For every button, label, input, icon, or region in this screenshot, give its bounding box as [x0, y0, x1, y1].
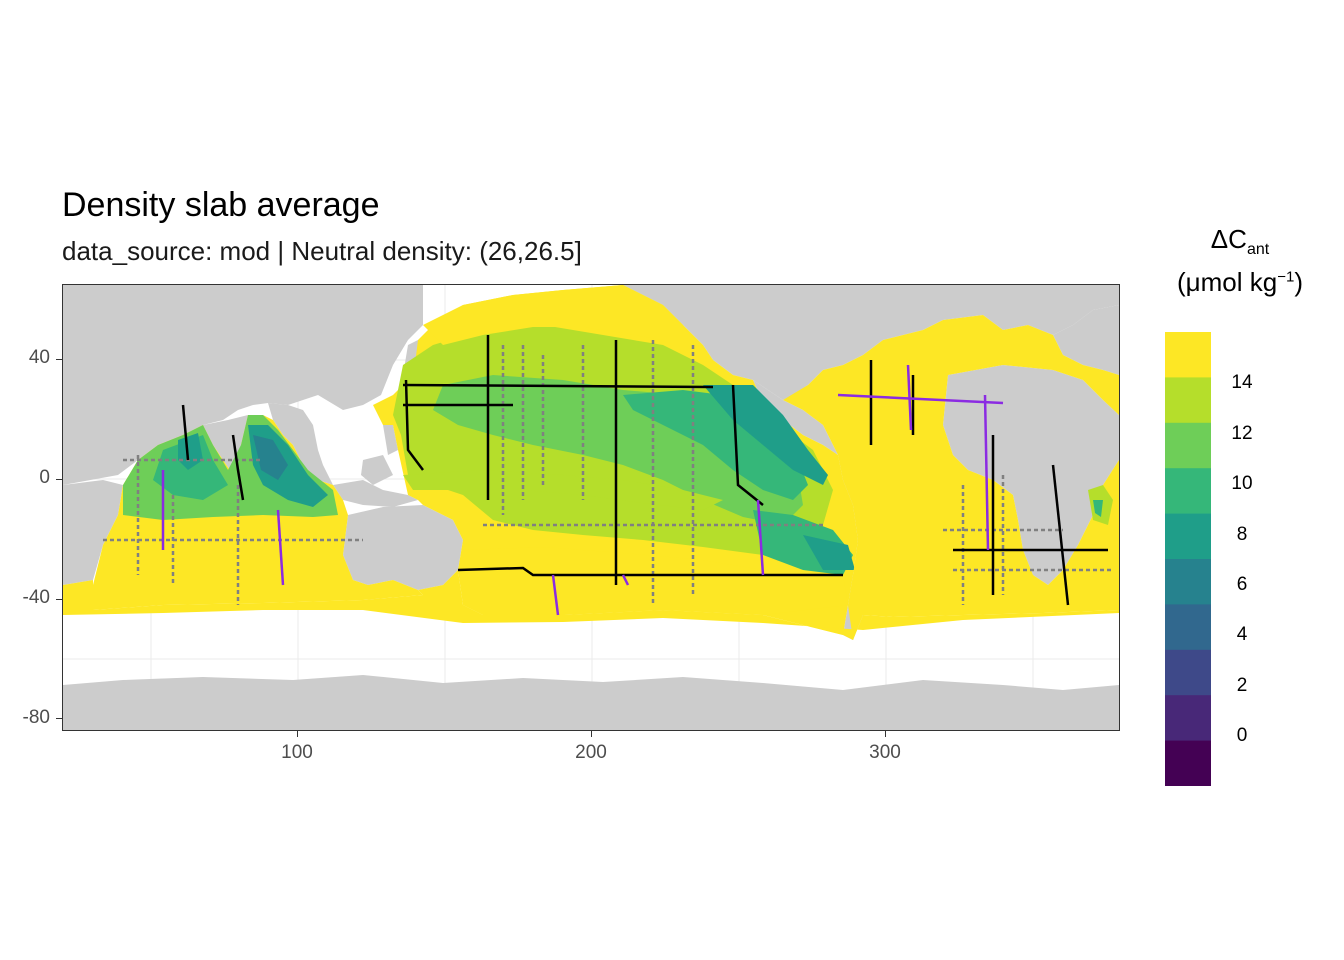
ocean-pacific-eq-band: [403, 470, 723, 510]
legend-label-8: 8: [1236, 524, 1248, 545]
legend-color-step: [1165, 422, 1211, 469]
land-europe: [1053, 305, 1119, 375]
legend-title-main: ΔC: [1210, 224, 1247, 254]
legend-color-step: [1165, 695, 1211, 742]
land-borneo: [361, 455, 393, 485]
land-philippines: [383, 425, 398, 455]
y-tick-mark: [56, 479, 62, 480]
y-tick-mark: [56, 599, 62, 600]
legend-colorbar-svg: [1165, 332, 1211, 787]
legend-color-step: [1165, 332, 1211, 378]
ocean-pacific-north-yellow: [423, 285, 693, 345]
plot-title: Density slab average: [62, 186, 380, 224]
legend-unit-open: (μmol kg: [1177, 267, 1278, 298]
legend-color-step: [1165, 377, 1211, 424]
ocean-pacific-teal: [623, 390, 808, 500]
land-indonesia: [333, 480, 418, 507]
legend-color-step: [1165, 559, 1211, 605]
map-svg: [63, 285, 1119, 730]
land-north-america: [623, 285, 1119, 400]
y-tick-label-minus40: -40: [22, 587, 50, 608]
ocean-pacific-darkteal-s: [803, 535, 855, 570]
x-tick-mark: [591, 731, 592, 737]
x-tick-mark: [885, 731, 886, 737]
legend-colorbar: [1165, 332, 1211, 787]
legend-label-0: 0: [1236, 725, 1248, 746]
legend-color-step: [1165, 513, 1211, 560]
ocean-atlantic-teal: [1093, 500, 1103, 517]
legend-label-6: 6: [1236, 574, 1248, 595]
legend-title: ΔCant (μmol kg−1): [1160, 224, 1320, 298]
legend-label-4: 4: [1236, 624, 1248, 645]
y-tick-label-0: 0: [39, 467, 50, 488]
legend-label-2: 2: [1236, 675, 1248, 696]
legend-color-step: [1165, 649, 1211, 696]
land-eurasia: [63, 285, 423, 485]
legend-color-step: [1165, 604, 1211, 651]
legend-label-12: 12: [1231, 423, 1253, 444]
x-tick-label-100: 100: [281, 742, 313, 763]
plot-subtitle: data_source: mod | Neutral density: (26,…: [62, 236, 582, 266]
legend-unit-superscript: −1: [1277, 268, 1295, 286]
land-africa-horn: [63, 480, 123, 585]
ocean-pacific-south-yellow: [463, 547, 848, 615]
land-australia: [343, 505, 463, 590]
legend-unit-close: ): [1294, 267, 1303, 298]
land-antarctica: [63, 675, 1119, 730]
ocean-southern-yellow: [63, 570, 1119, 640]
x-tick-label-200: 200: [575, 742, 607, 763]
cruise-tracks: [103, 335, 1113, 616]
y-tick-mark: [56, 718, 62, 719]
legend-color-step: [1165, 740, 1211, 787]
y-tick-label-minus80: -80: [22, 707, 50, 728]
y-tick-label-40: 40: [28, 347, 50, 368]
ocean-indian-dark: [253, 435, 288, 480]
land-africa: [943, 365, 1119, 585]
map-panel: [62, 284, 1120, 731]
y-tick-mark: [56, 359, 62, 360]
x-tick-label-300: 300: [869, 742, 901, 763]
x-tick-mark: [297, 731, 298, 737]
land-central-america: [753, 380, 838, 455]
land-se-asia: [268, 403, 333, 485]
legend-label-14: 14: [1231, 372, 1253, 393]
legend-color-step: [1165, 468, 1211, 515]
legend-label-10: 10: [1231, 473, 1253, 494]
legend-title-subscript: ant: [1246, 241, 1270, 259]
